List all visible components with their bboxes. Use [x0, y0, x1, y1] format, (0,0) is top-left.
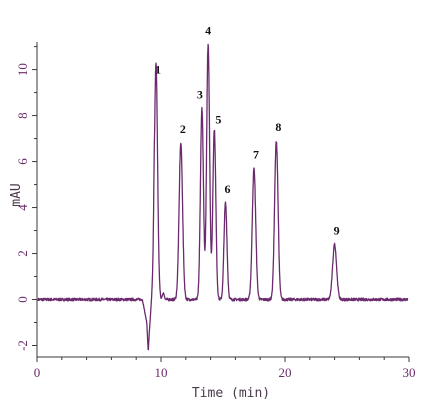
peak-label-3: 3 [197, 88, 203, 102]
x-tick-label: 30 [403, 365, 416, 380]
peak-label-1: 1 [155, 62, 161, 76]
y-tick-label: 4 [15, 204, 30, 211]
y-tick-label: 8 [15, 112, 30, 119]
x-tick-label: 10 [155, 365, 168, 380]
chromatogram-trace [37, 43, 409, 351]
x-axis-title: Time (min) [192, 386, 270, 401]
x-tick-label: 20 [279, 365, 292, 380]
x-axis-ticks: 0 10 20 30 [34, 357, 416, 380]
y-axis-title: mAU [9, 183, 24, 206]
y-axis-ticks: -2 0 2 4 6 8 10 [15, 46, 37, 351]
x-tick-label: 0 [34, 365, 41, 380]
peak-label-9: 9 [334, 223, 340, 237]
peak-labels: 1 2 3 4 5 6 7 8 9 [155, 23, 340, 237]
peak-label-5: 5 [215, 112, 221, 126]
peak-label-2: 2 [180, 122, 186, 136]
peak-label-7: 7 [253, 147, 259, 161]
y-tick-label: 2 [15, 250, 30, 256]
y-tick-label: 10 [15, 63, 30, 76]
y-tick-label: 0 [15, 296, 30, 303]
peak-label-6: 6 [224, 182, 230, 196]
y-tick-label: -2 [15, 340, 30, 351]
peak-label-8: 8 [275, 120, 281, 134]
peak-label-4: 4 [205, 23, 211, 37]
y-tick-label: 6 [15, 158, 30, 165]
